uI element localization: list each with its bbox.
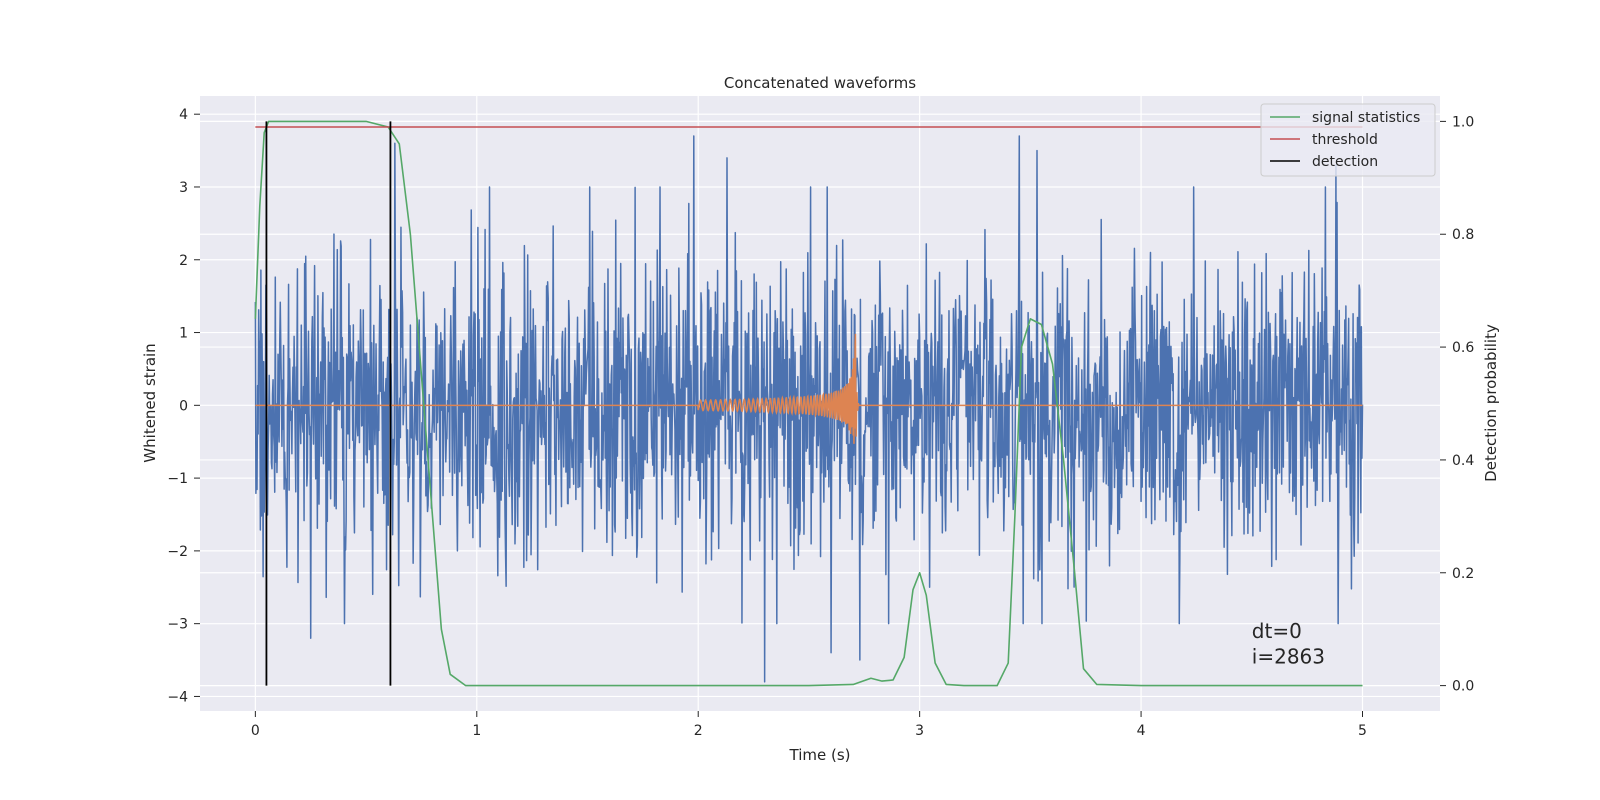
y2-axis-label: Detection probability	[1482, 324, 1500, 482]
legend-label-threshold: threshold	[1312, 132, 1378, 148]
y-axis-label: Whitened strain	[141, 343, 159, 462]
y-tick-label: −4	[167, 689, 188, 705]
annotation-dt: dt=0	[1252, 619, 1302, 643]
x-tick-label: 1	[472, 723, 481, 739]
y-tick-label: −2	[167, 544, 188, 560]
x-tick-label: 0	[251, 723, 260, 739]
annotations: dt=0 i=2863	[1252, 619, 1325, 668]
axes-layer: 0 1 2 3 4 5 −4 −3 −2 −1 0 1 2 3 4 0.0 0.2 0.4 0.6 0.8 1.0	[167, 107, 1474, 739]
y2-tick-label: 1.0	[1452, 114, 1474, 130]
strain-noise-line	[254, 135, 1364, 683]
legend-label-detection: detection	[1312, 154, 1378, 170]
signal-statistics-line	[254, 120, 1363, 687]
y-tick-label: 2	[179, 253, 188, 269]
y2-tick-label: 0.6	[1452, 340, 1474, 356]
legend-label-signal-statistics: signal statistics	[1312, 110, 1420, 126]
y-tick-label: −1	[167, 471, 188, 487]
y-tick-label: 4	[179, 107, 188, 123]
data-layer	[254, 120, 1364, 687]
x-tick-label: 2	[694, 723, 703, 739]
x-tick-label: 4	[1137, 723, 1146, 739]
y-tick-label: 0	[179, 398, 188, 414]
y2-tick-label: 0.2	[1452, 566, 1474, 582]
y2-tick-label: 0.0	[1452, 679, 1474, 695]
legend-box	[1260, 103, 1436, 177]
x-tick-label: 5	[1358, 723, 1367, 739]
chirp-waveform-line	[255, 333, 1363, 444]
legend: signal statistics threshold detection	[1260, 103, 1436, 177]
x-axis-label: Time (s)	[789, 746, 851, 764]
annotation-i: i=2863	[1252, 645, 1325, 669]
x-tick-label: 3	[915, 723, 924, 739]
y-tick-label: −3	[167, 617, 188, 633]
y2-tick-label: 0.4	[1452, 453, 1474, 469]
y-tick-label: 1	[179, 326, 188, 342]
y2-tick-label: 0.8	[1452, 227, 1474, 243]
chart-title: Concatenated waveforms	[724, 74, 916, 92]
y-tick-label: 3	[179, 180, 188, 196]
